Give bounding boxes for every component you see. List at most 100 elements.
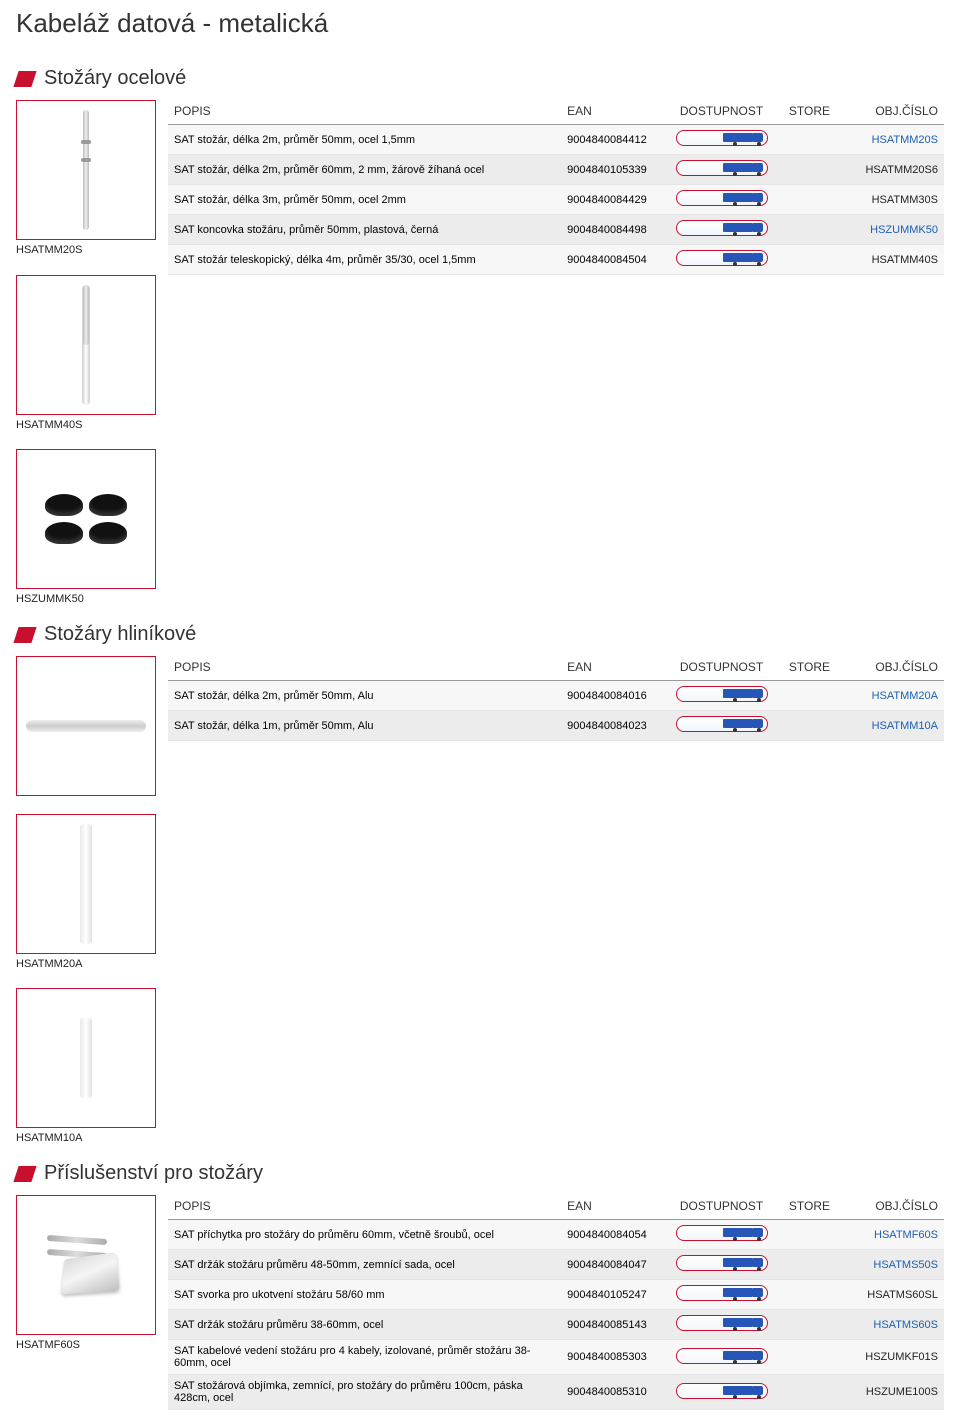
pole-telescopic-icon — [82, 285, 90, 405]
cell-popis: SAT stožár, délka 2m, průměr 50mm, ocel … — [168, 125, 561, 155]
cell-dostupnost — [665, 711, 779, 741]
cell-popis: SAT stožár, délka 1m, průměr 50mm, Alu — [168, 711, 561, 741]
products-table-accessories: POPIS EAN DOSTUPNOST STORE OBJ.ČÍSLO SAT… — [168, 1195, 944, 1410]
col-header-dostupnost: DOSTUPNOST — [665, 1195, 779, 1220]
cell-dostupnost — [665, 1280, 779, 1310]
cell-ean: 9004840084429 — [561, 185, 664, 215]
cell-ean: 9004840085310 — [561, 1375, 664, 1410]
cell-obj[interactable]: HSATMM20S — [841, 125, 944, 155]
cell-ean: 9004840105339 — [561, 155, 664, 185]
cell-dostupnost — [665, 215, 779, 245]
product-image-extra — [16, 275, 156, 415]
col-header-ean: EAN — [561, 1195, 664, 1220]
col-header-ean: EAN — [561, 100, 664, 125]
cell-dostupnost — [665, 1375, 779, 1410]
cell-obj[interactable]: HSZUME100S — [841, 1375, 944, 1410]
cell-popis: SAT stožár, délka 2m, průměr 50mm, Alu — [168, 681, 561, 711]
table-row: SAT kabelové vedení stožáru pro 4 kabely… — [168, 1340, 944, 1375]
cell-dostupnost — [665, 681, 779, 711]
cell-store — [778, 185, 840, 215]
cell-obj[interactable]: HSATMM20S6 — [841, 155, 944, 185]
cell-obj[interactable]: HSATMM20A — [841, 681, 944, 711]
cell-obj[interactable]: HSATMS60SL — [841, 1280, 944, 1310]
table-row: SAT stožárová objímka, zemnící, pro stož… — [168, 1375, 944, 1410]
cell-popis: SAT stožár teleskopický, délka 4m, průmě… — [168, 245, 561, 275]
cell-dostupnost — [665, 155, 779, 185]
image-caption: HSATMM20A — [16, 958, 944, 970]
cell-dostupnost — [665, 1340, 779, 1375]
availability-truck-icon — [676, 190, 768, 206]
cell-obj[interactable]: HSATMS60S — [841, 1310, 944, 1340]
section-title-steel: Stožáry ocelové — [16, 67, 944, 90]
col-header-dostupnost: DOSTUPNOST — [665, 656, 779, 681]
table-row: SAT svorka pro ukotvení stožáru 58/60 mm… — [168, 1280, 944, 1310]
col-header-store: STORE — [778, 1195, 840, 1220]
availability-truck-icon — [676, 1225, 768, 1241]
section-title-text: Stožáry ocelové — [44, 67, 186, 90]
alu-pole-icon — [80, 824, 92, 944]
table-row: SAT stožár, délka 1m, průměr 50mm, Alu90… — [168, 711, 944, 741]
table-row: SAT příchytka pro stožáry do průměru 60m… — [168, 1220, 944, 1250]
cell-ean: 9004840084016 — [561, 681, 664, 711]
end-caps-icon — [17, 484, 155, 554]
col-header-obj: OBJ.ČÍSLO — [841, 1195, 944, 1220]
cell-obj[interactable]: HSZUMKF01S — [841, 1340, 944, 1375]
cell-obj[interactable]: HSATMM40S — [841, 245, 944, 275]
availability-truck-icon — [676, 1383, 768, 1399]
cell-obj[interactable]: HSATMF60S — [841, 1220, 944, 1250]
cell-store — [778, 1280, 840, 1310]
image-caption: HSATMF60S — [16, 1339, 156, 1351]
page-title: Kabeláž datová - metalická — [16, 8, 944, 39]
section-title-accessories: Příslušenství pro stožáry — [16, 1162, 944, 1185]
col-header-obj: OBJ.ČÍSLO — [841, 100, 944, 125]
cell-store — [778, 1310, 840, 1340]
cell-obj[interactable]: HSATMM10A — [841, 711, 944, 741]
cell-popis: SAT stožárová objímka, zemnící, pro stož… — [168, 1375, 561, 1410]
image-caption: HSZUMMK50 — [16, 593, 944, 605]
cell-popis: SAT stožár, délka 2m, průměr 60mm, 2 mm,… — [168, 155, 561, 185]
table-row: SAT stožár teleskopický, délka 4m, průmě… — [168, 245, 944, 275]
table-row: SAT stožár, délka 2m, průměr 60mm, 2 mm,… — [168, 155, 944, 185]
cell-popis: SAT svorka pro ukotvení stožáru 58/60 mm — [168, 1280, 561, 1310]
col-header-dostupnost: DOSTUPNOST — [665, 100, 779, 125]
cell-ean: 9004840084047 — [561, 1250, 664, 1280]
cell-store — [778, 1250, 840, 1280]
cell-dostupnost — [665, 1250, 779, 1280]
image-caption: HSATMM40S — [16, 419, 944, 431]
cell-store — [778, 1375, 840, 1410]
section-title-text: Příslušenství pro stožáry — [44, 1162, 263, 1185]
cell-popis: SAT kabelové vedení stožáru pro 4 kabely… — [168, 1340, 561, 1375]
col-header-popis: POPIS — [168, 1195, 561, 1220]
availability-truck-icon — [676, 220, 768, 236]
availability-truck-icon — [676, 1348, 768, 1364]
col-header-popis: POPIS — [168, 656, 561, 681]
alu-tube-icon — [26, 720, 146, 732]
pole-steel-icon — [83, 110, 89, 230]
table-row: SAT stožár, délka 2m, průměr 50mm, Alu90… — [168, 681, 944, 711]
cell-store — [778, 1220, 840, 1250]
cell-store — [778, 245, 840, 275]
cell-obj[interactable]: HSATMS50S — [841, 1250, 944, 1280]
cell-ean: 9004840084498 — [561, 215, 664, 245]
product-image-main-3 — [16, 1195, 156, 1335]
col-header-popis: POPIS — [168, 100, 561, 125]
cell-store — [778, 1340, 840, 1375]
col-header-ean: EAN — [561, 656, 664, 681]
cell-ean: 9004840084412 — [561, 125, 664, 155]
availability-truck-icon — [676, 686, 768, 702]
section-title-alu: Stožáry hliníkové — [16, 623, 944, 646]
cell-obj[interactable]: HSATMM30S — [841, 185, 944, 215]
section-title-text: Stožáry hliníkové — [44, 623, 196, 646]
products-table-alu: POPIS EAN DOSTUPNOST STORE OBJ.ČÍSLO SAT… — [168, 656, 944, 741]
availability-truck-icon — [676, 1285, 768, 1301]
table-row: SAT držák stožáru průměru 38-60mm, ocel9… — [168, 1310, 944, 1340]
cell-obj[interactable]: HSZUMMK50 — [841, 215, 944, 245]
cell-dostupnost — [665, 125, 779, 155]
table-row: SAT stožár, délka 3m, průměr 50mm, ocel … — [168, 185, 944, 215]
alu-pole-short-icon — [80, 1018, 92, 1098]
cell-store — [778, 681, 840, 711]
cell-ean: 9004840084054 — [561, 1220, 664, 1250]
products-table-steel: POPIS EAN DOSTUPNOST STORE OBJ.ČÍSLO SAT… — [168, 100, 944, 275]
cell-popis: SAT držák stožáru průměru 48-50mm, zemní… — [168, 1250, 561, 1280]
availability-truck-icon — [676, 716, 768, 732]
